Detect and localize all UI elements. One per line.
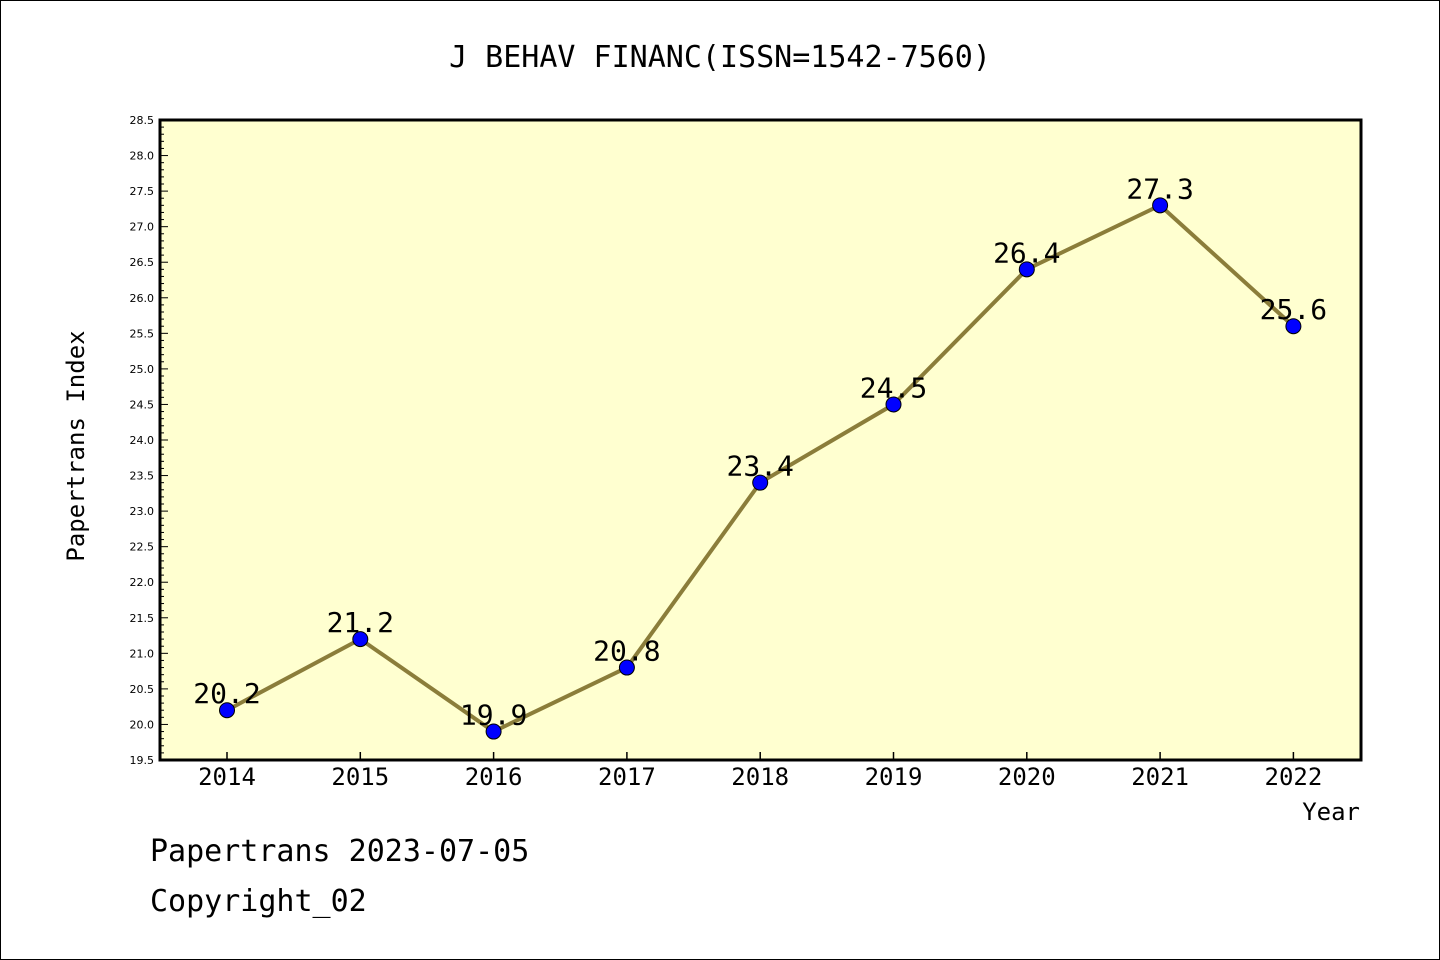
y-tick-label: 21.0 <box>130 647 155 660</box>
x-axis-label: Year <box>1302 798 1360 826</box>
data-point <box>219 702 235 719</box>
x-tick-label: 2016 <box>465 763 523 791</box>
x-axis: 2014 2015 2016 2017 2018 2019 2020 2021 2022 <box>198 752 1322 791</box>
series-layer: 20.221.219.920.823.424.526.427.325.6 <box>193 172 1327 740</box>
data-point <box>885 396 902 413</box>
x-tick-label: 2022 <box>1265 763 1323 791</box>
x-tick-label: 2018 <box>731 763 789 791</box>
data-point <box>1152 197 1169 214</box>
y-tick-label: 20.0 <box>130 718 155 731</box>
data-point <box>352 631 369 648</box>
y-axis: 19.5 20.0 20.5 21.0 21.5 22.0 22.5 23.0 23.5 24.0… <box>130 114 168 767</box>
x-tick-label: 2021 <box>1131 763 1189 791</box>
x-tick-label: 2020 <box>998 763 1056 791</box>
y-tick-label: 23.5 <box>130 470 155 483</box>
footer-date: Papertrans 2023-07-05 <box>150 834 530 869</box>
y-tick-label: 24.0 <box>130 434 155 447</box>
y-tick-label: 22.5 <box>130 541 155 554</box>
data-point <box>1285 318 1302 335</box>
y-tick-label: 23.0 <box>130 505 155 518</box>
y-tick-label: 27.5 <box>130 185 155 198</box>
data-point <box>618 659 635 676</box>
x-tick-label: 2017 <box>598 763 656 791</box>
x-tick-label: 2019 <box>865 763 923 791</box>
y-tick-label: 25.0 <box>130 363 155 376</box>
x-tick-label: 2014 <box>198 763 256 791</box>
y-tick-label: 19.5 <box>130 754 155 767</box>
data-point <box>485 723 502 740</box>
y-tick-label: 24.5 <box>130 398 155 411</box>
y-tick-label: 28.0 <box>130 150 155 163</box>
footer-copyright: Copyright_02 <box>150 884 367 919</box>
y-tick-label: 25.5 <box>130 327 155 340</box>
y-tick-label: 26.0 <box>130 292 155 305</box>
y-tick-label: 22.0 <box>130 576 155 589</box>
data-point <box>1018 261 1035 278</box>
y-tick-label: 21.5 <box>130 612 155 625</box>
plot-border <box>158 118 1363 762</box>
y-axis-label: Papertrans Index <box>62 330 90 561</box>
y-tick-label: 20.5 <box>130 683 155 696</box>
y-tick-label: 28.5 <box>130 114 155 127</box>
y-tick-label: 27.0 <box>130 221 155 234</box>
y-tick-label: 26.5 <box>130 256 155 269</box>
x-tick-label: 2015 <box>331 763 389 791</box>
data-point <box>752 474 769 491</box>
plot-area <box>160 120 1361 760</box>
chart-title: J BEHAV FINANC(ISSN=1542-7560) <box>449 40 991 75</box>
